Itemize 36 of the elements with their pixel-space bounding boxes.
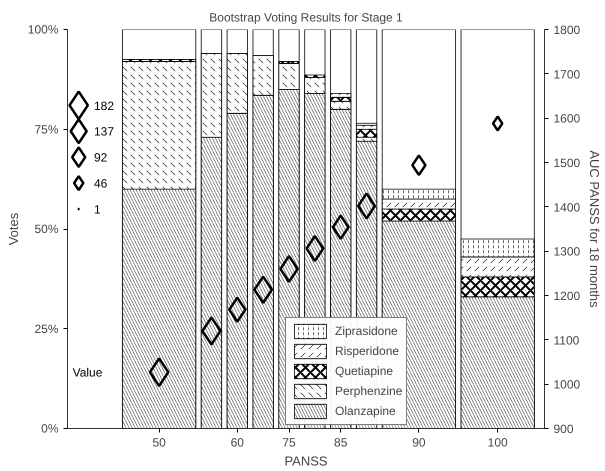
y-axis-title: Votes <box>6 212 21 246</box>
y2-tick-label: 900 <box>554 422 574 436</box>
x-tick-label: 50 <box>152 436 166 450</box>
legend-label: 46 <box>94 176 108 191</box>
y2-tick-label: 1700 <box>554 67 581 82</box>
legend-label: Olanzapine <box>335 404 396 418</box>
y2-tick-label: 1300 <box>554 244 581 259</box>
y2-tick-label: 1800 <box>554 23 581 37</box>
y2-tick-label: 1600 <box>554 112 581 126</box>
x-tick-label: 100 <box>488 436 508 450</box>
y-tick-label: 75% <box>34 122 59 136</box>
legend-label: 182 <box>94 98 114 113</box>
y-tick-label: 25% <box>34 322 59 336</box>
y-tick-label: 0% <box>41 422 59 436</box>
legend-label: Quetiapine <box>335 364 394 378</box>
x-tick-label: 75 <box>282 436 296 450</box>
y-tick-label: 50% <box>34 222 59 236</box>
legend-label: Perphenzine <box>335 384 402 398</box>
y-tick-label: 100% <box>28 22 59 36</box>
legend-title: Value <box>72 366 103 380</box>
y2-tick-label: 1100 <box>554 333 580 348</box>
y2-tick-label: 1000 <box>554 378 581 392</box>
y2-tick-label: 1200 <box>554 289 581 303</box>
y2-tick-label: 1500 <box>554 156 581 170</box>
x-tick-label: 90 <box>412 436 426 450</box>
y2-axis-title: AUC PANSS for 18 months <box>587 150 602 308</box>
legend-label: 92 <box>94 150 108 165</box>
x-tick-label: 85 <box>334 436 348 450</box>
legend-label: Risperidone <box>335 344 400 358</box>
x-tick-label: 60 <box>230 436 244 450</box>
legend-label: 1 <box>94 202 101 217</box>
legend-label: 137 <box>94 124 114 139</box>
legend-label: Ziprasidone <box>335 324 398 338</box>
chart-title: Bootstrap Voting Results for Stage 1 <box>209 10 404 24</box>
x-axis-title: PANSS <box>284 454 328 468</box>
y2-tick-label: 1400 <box>554 200 581 214</box>
